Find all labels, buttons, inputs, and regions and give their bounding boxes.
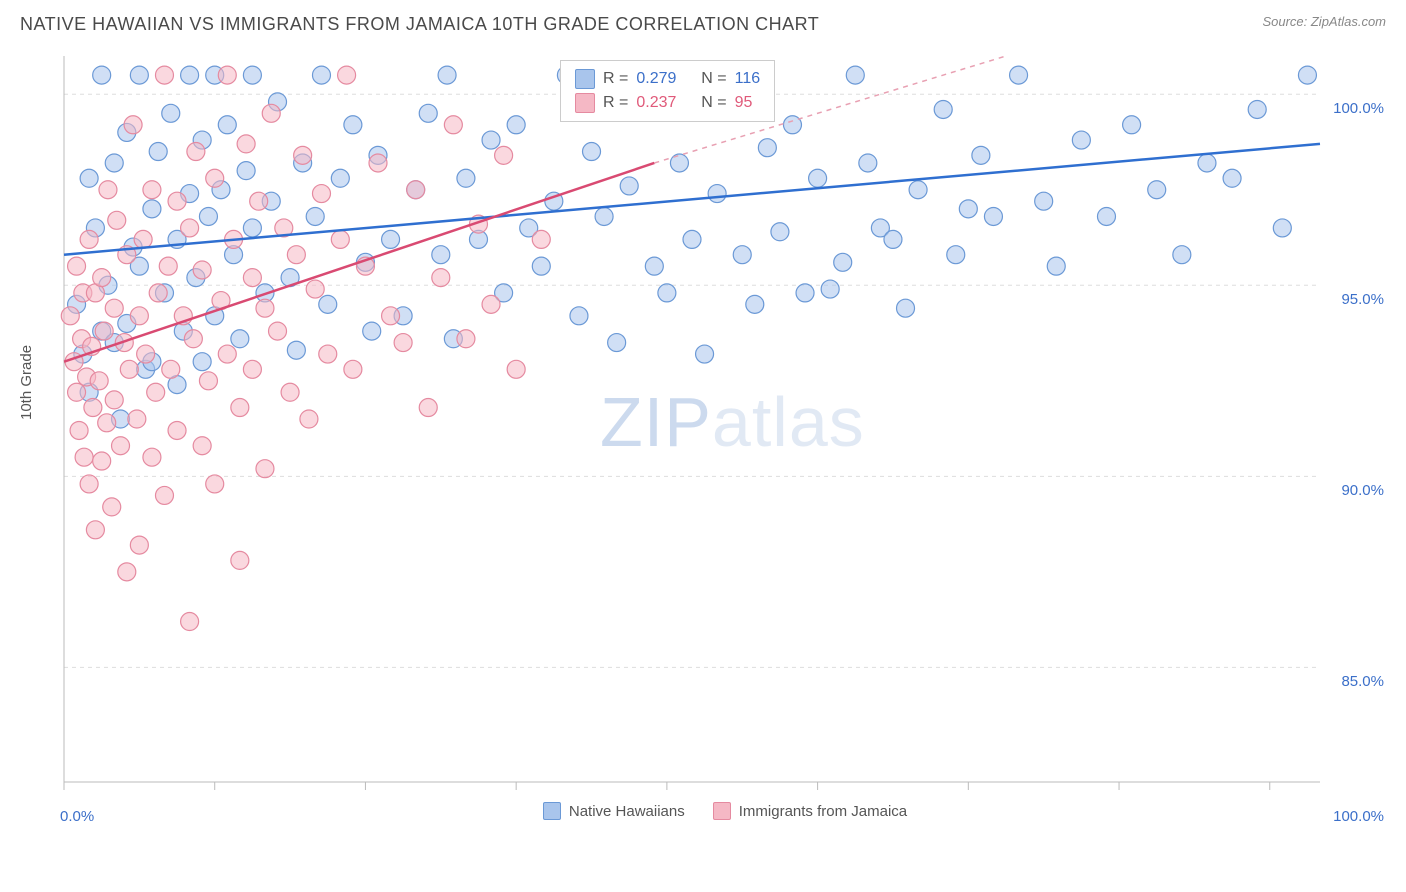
- source-label: Source: ZipAtlas.com: [1262, 14, 1386, 29]
- legend-label: Immigrants from Jamaica: [739, 803, 907, 820]
- r-value-1: 0.279: [636, 70, 676, 88]
- n-value-2: 95: [735, 94, 753, 112]
- legend-swatch-icon: [713, 802, 731, 820]
- correlation-stats-box: R = 0.279 N = 116 R = 0.237 N = 95: [560, 60, 775, 122]
- r-value-2: 0.237: [636, 94, 676, 112]
- stat-row-series2: R = 0.237 N = 95: [575, 91, 760, 115]
- swatch-icon: [575, 93, 595, 113]
- legend-item-2: Immigrants from Jamaica: [713, 802, 907, 820]
- legend-label: Native Hawaiians: [569, 803, 685, 820]
- y-axis-label: 10th Grade: [18, 345, 35, 420]
- scatter-chart: [60, 52, 1390, 822]
- plot-area: ZIPatlas R = 0.279 N = 116 R = 0.237 N =…: [60, 52, 1390, 822]
- n-value-1: 116: [735, 70, 761, 88]
- chart-title: NATIVE HAWAIIAN VS IMMIGRANTS FROM JAMAI…: [20, 14, 819, 35]
- legend-item-1: Native Hawaiians: [543, 802, 685, 820]
- y-tick-label: 100.0%: [1333, 100, 1384, 117]
- legend-swatch-icon: [543, 802, 561, 820]
- legend: Native Hawaiians Immigrants from Jamaica: [60, 802, 1390, 820]
- y-tick-label: 90.0%: [1341, 482, 1384, 499]
- y-tick-label: 95.0%: [1341, 291, 1384, 308]
- y-tick-label: 85.0%: [1341, 673, 1384, 690]
- swatch-icon: [575, 69, 595, 89]
- stat-row-series1: R = 0.279 N = 116: [575, 67, 760, 91]
